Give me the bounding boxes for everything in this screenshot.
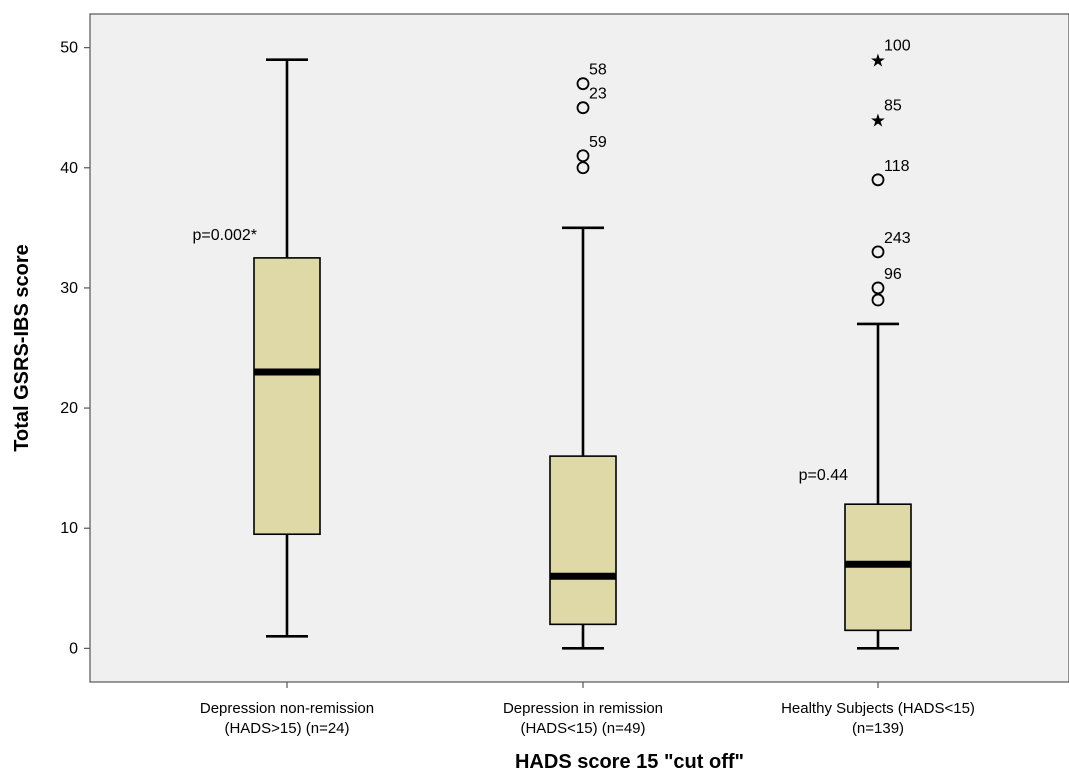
outlier-point <box>871 173 885 187</box>
outlier-point <box>871 293 885 307</box>
iqr-box <box>549 455 617 626</box>
y-tick-label: 30 <box>60 280 78 297</box>
y-tick-label: 20 <box>60 400 78 417</box>
outlier-label: 243 <box>884 230 911 247</box>
x-category-label: (HADS<15) (n=49) <box>520 720 645 737</box>
p-value-annotation: p=0.44 <box>799 467 848 484</box>
x-category-label: Depression non-remission <box>200 700 374 717</box>
outlier-point <box>576 149 590 163</box>
outlier-label: 59 <box>589 134 607 151</box>
x-category-label: (HADS>15) (n=24) <box>224 720 349 737</box>
outlier-label: 58 <box>589 62 607 79</box>
outlier-label: 23 <box>589 86 607 103</box>
iqr-box <box>253 257 321 536</box>
x-axis: Depression non-remission (HADS>15) (n=24)… <box>200 682 975 737</box>
y-tick-label: 50 <box>60 40 78 57</box>
outlier-point <box>576 101 590 115</box>
extreme-point: ★ <box>870 111 886 131</box>
x-category-label: (n=139) <box>852 720 904 737</box>
x-category-label: Healthy Subjects (HADS<15) <box>781 700 975 717</box>
extreme-label: 100 <box>884 38 911 55</box>
extreme-label: 85 <box>884 98 902 115</box>
x-axis-label: HADS score 15 "cut off" <box>515 751 744 773</box>
extreme-point: ★ <box>870 51 886 71</box>
box-group: p=0.002* <box>192 58 321 638</box>
outlier-label: 118 <box>884 158 910 175</box>
p-value-annotation: p=0.002* <box>192 227 257 244</box>
x-category-label: Depression in remission <box>503 700 663 717</box>
outlier-point <box>871 281 885 295</box>
outlier-point <box>576 161 590 175</box>
box-group: 58 23 59 <box>549 62 617 650</box>
outlier-label: 96 <box>884 266 902 283</box>
y-tick-label: 40 <box>60 160 78 177</box>
y-axis-label: Total GSRS-IBS score <box>11 244 33 451</box>
y-tick-label: 0 <box>69 640 78 657</box>
outlier-point <box>576 77 590 91</box>
outlier-point <box>871 245 885 259</box>
y-axis: 0 10 20 30 40 50 <box>60 40 90 657</box>
y-tick-label: 10 <box>60 520 78 537</box>
